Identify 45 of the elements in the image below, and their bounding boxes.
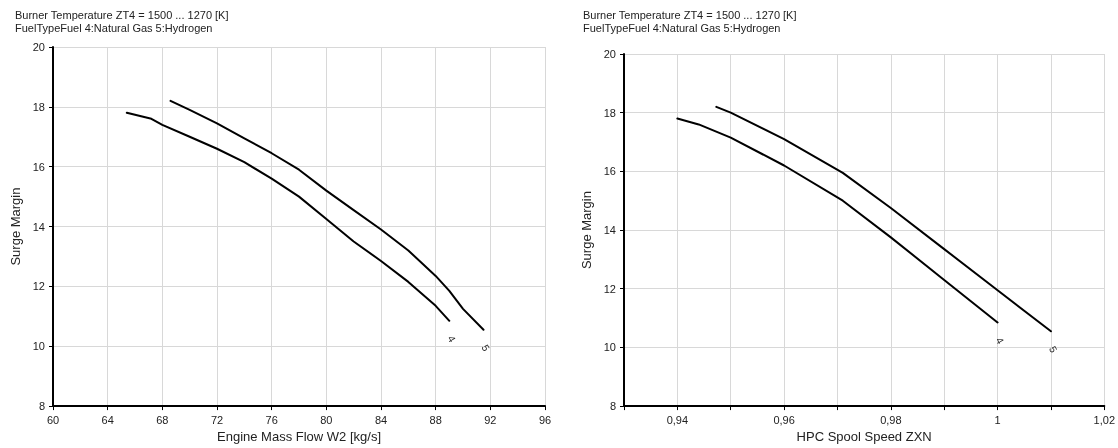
x-axis-title: Engine Mass Flow W2 [kg/s] — [217, 429, 381, 444]
x-tick-label: 64 — [101, 413, 114, 426]
x-tick-label: 0,98 — [880, 413, 902, 426]
y-tick-label: 12 — [32, 280, 45, 293]
x-tick-label: 0,94 — [666, 413, 689, 426]
x-tick-label: 1,02 — [1093, 413, 1116, 426]
y-tick-label: 14 — [603, 224, 616, 237]
y-tick-label: 16 — [603, 165, 616, 178]
y-tick-label: 8 — [38, 400, 45, 413]
chart-title: Burner Temperature ZT4 = 1500 ... 1270 [K] — [583, 8, 797, 21]
line-series — [125, 111, 451, 322]
line-series — [676, 117, 999, 324]
text: 5 — [479, 342, 493, 354]
x-tick-label: 88 — [429, 413, 442, 426]
x-axis-title: HPC Spool Speed ZXN — [796, 429, 932, 444]
x-tick-label: 80 — [320, 413, 333, 426]
text: 4 — [993, 335, 1007, 347]
y-tick-label: 12 — [603, 282, 616, 295]
y-tick-label: 16 — [32, 160, 45, 173]
y-tick-label: 18 — [603, 106, 616, 119]
y-tick-label: 20 — [32, 41, 45, 53]
y-tick-label: 20 — [603, 48, 616, 60]
x-tick-label: 76 — [265, 413, 278, 426]
chart-title: Burner Temperature ZT4 = 1500 ... 1270 [K] — [15, 8, 229, 21]
y-tick-label: 10 — [603, 341, 616, 354]
x-tick-label: 0,96 — [773, 413, 795, 426]
y-tick-label: 8 — [609, 400, 616, 413]
x-tick-label: 84 — [374, 413, 388, 426]
x-tick-label: 92 — [484, 413, 497, 426]
line-series — [169, 99, 485, 331]
x-tick-label: 72 — [210, 413, 224, 426]
chart-subtitle: FuelTypeFuel 4:Natural Gas 5:Hydrogen — [583, 21, 781, 34]
x-tick-label: 1 — [994, 413, 1001, 426]
chart-subtitle: FuelTypeFuel 4:Natural Gas 5:Hydrogen — [15, 21, 213, 34]
text: 4 — [445, 333, 458, 345]
y-axis-title: Surge Margin — [578, 191, 594, 270]
y-tick-label: 10 — [32, 340, 45, 353]
y-axis-title: Surge Margin — [7, 187, 23, 266]
line-series — [715, 105, 1052, 333]
text: 5 — [1047, 344, 1060, 355]
y-tick-label: 18 — [32, 100, 45, 113]
x-tick-label: 60 — [46, 413, 60, 426]
x-tick-label: 68 — [156, 413, 169, 426]
x-tick-label: 96 — [538, 413, 552, 426]
y-tick-label: 14 — [32, 220, 45, 233]
